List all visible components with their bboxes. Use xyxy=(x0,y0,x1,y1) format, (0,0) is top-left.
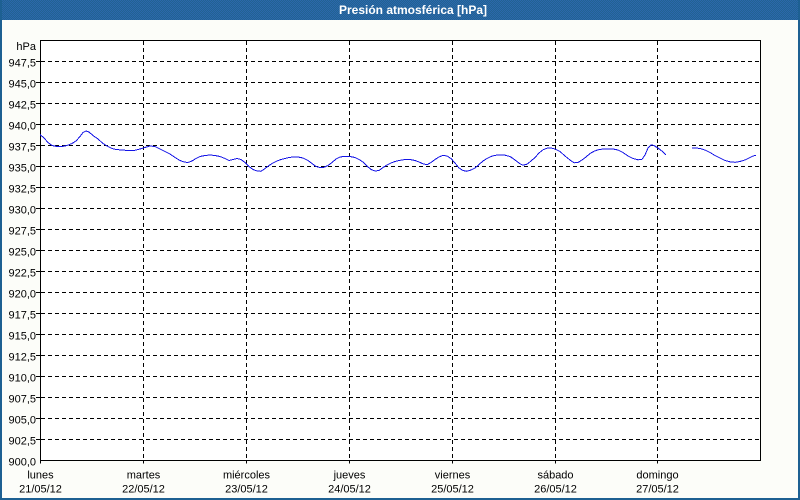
svg-text:920,0: 920,0 xyxy=(8,289,36,301)
svg-text:922,5: 922,5 xyxy=(8,268,36,280)
svg-text:932,5: 932,5 xyxy=(8,184,36,196)
svg-text:domingo: domingo xyxy=(636,470,678,482)
svg-text:25/05/12: 25/05/12 xyxy=(431,484,474,496)
svg-text:24/05/12: 24/05/12 xyxy=(328,484,371,496)
svg-text:907,5: 907,5 xyxy=(8,394,36,406)
svg-text:902,5: 902,5 xyxy=(8,436,36,448)
svg-text:910,0: 910,0 xyxy=(8,373,36,385)
svg-text:930,0: 930,0 xyxy=(8,205,36,217)
svg-text:Presión atmosférica [hPa]: Presión atmosférica [hPa] xyxy=(339,3,487,17)
svg-text:martes: martes xyxy=(127,470,161,482)
svg-text:21/05/12: 21/05/12 xyxy=(19,484,62,496)
svg-text:sábado: sábado xyxy=(537,470,573,482)
svg-text:915,0: 915,0 xyxy=(8,331,36,343)
svg-text:900,0: 900,0 xyxy=(8,457,36,469)
svg-text:26/05/12: 26/05/12 xyxy=(534,484,577,496)
svg-text:hPa: hPa xyxy=(16,41,36,53)
svg-text:917,5: 917,5 xyxy=(8,310,36,322)
svg-text:937,5: 937,5 xyxy=(8,142,36,154)
svg-text:940,0: 940,0 xyxy=(8,121,36,133)
svg-text:miércoles: miércoles xyxy=(223,470,271,482)
svg-text:942,5: 942,5 xyxy=(8,100,36,112)
svg-text:viernes: viernes xyxy=(435,470,471,482)
svg-text:912,5: 912,5 xyxy=(8,352,36,364)
svg-text:925,0: 925,0 xyxy=(8,247,36,259)
svg-text:27/05/12: 27/05/12 xyxy=(636,484,679,496)
svg-text:22/05/12: 22/05/12 xyxy=(122,484,165,496)
svg-text:947,5: 947,5 xyxy=(8,58,36,70)
svg-text:jueves: jueves xyxy=(333,470,366,482)
svg-text:945,0: 945,0 xyxy=(8,79,36,91)
svg-text:927,5: 927,5 xyxy=(8,226,36,238)
svg-text:lunes: lunes xyxy=(27,470,54,482)
svg-text:23/05/12: 23/05/12 xyxy=(225,484,268,496)
svg-text:935,0: 935,0 xyxy=(8,163,36,175)
svg-text:905,0: 905,0 xyxy=(8,415,36,427)
